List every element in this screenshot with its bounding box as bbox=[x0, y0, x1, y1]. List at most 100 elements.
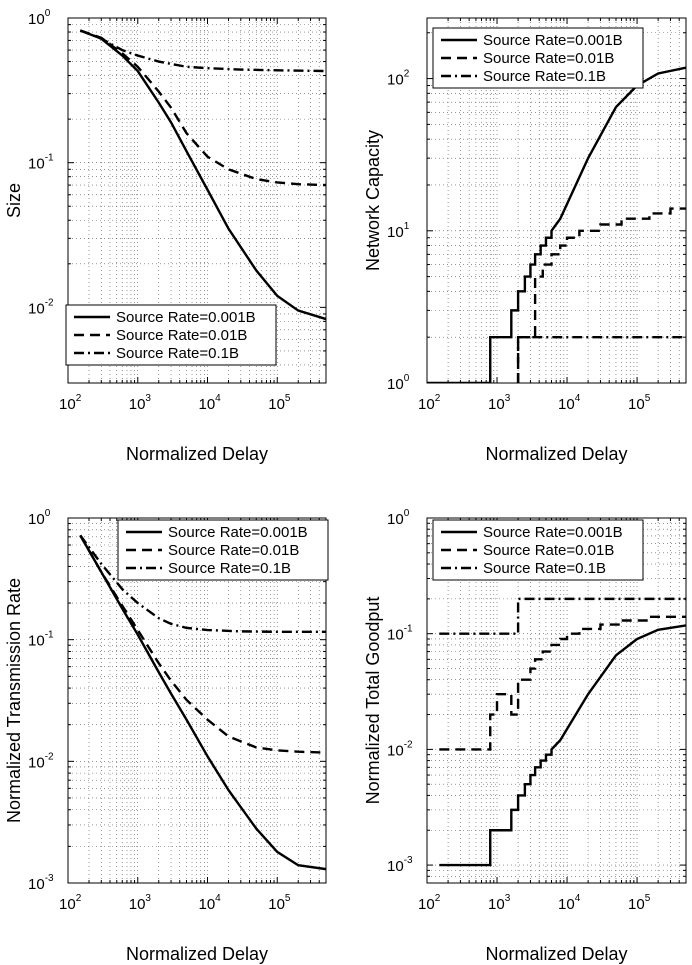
y-tick-base: 10 bbox=[387, 72, 404, 89]
x-tick-base: 10 bbox=[268, 396, 285, 413]
series-line-solid bbox=[439, 624, 686, 867]
x-tick-base: 10 bbox=[418, 896, 435, 913]
y-tick-base: 10 bbox=[387, 742, 404, 759]
legend-label: Source Rate=0.01B bbox=[483, 542, 614, 559]
x-tick-label: 102 bbox=[59, 893, 82, 913]
y-tick-label: 101 bbox=[387, 221, 410, 241]
y-tick-label: 102 bbox=[387, 69, 410, 89]
x-tick-label: 102 bbox=[59, 393, 82, 413]
y-axis-label: Normalized Transmission Rate bbox=[4, 578, 24, 823]
x-tick-base: 10 bbox=[198, 896, 215, 913]
y-tick-exponent: -2 bbox=[404, 739, 413, 750]
y-tick-label: 10-2 bbox=[387, 739, 413, 759]
x-tick-exponent: 4 bbox=[575, 893, 581, 904]
y-axis-label: Normalized Total Goodput bbox=[363, 597, 383, 805]
x-tick-base: 10 bbox=[268, 896, 285, 913]
x-tick-label: 103 bbox=[129, 893, 152, 913]
y-tick-label: 100 bbox=[387, 508, 410, 528]
y-tick-exponent: -1 bbox=[45, 153, 54, 164]
y-tick-base: 10 bbox=[387, 224, 404, 241]
series-line-dashdot bbox=[79, 534, 326, 634]
y-tick-exponent: 0 bbox=[45, 8, 51, 19]
legend-box bbox=[432, 27, 644, 89]
series-line-dashdot bbox=[79, 29, 326, 73]
series-line-dashed bbox=[439, 615, 686, 751]
x-tick-base: 10 bbox=[628, 396, 645, 413]
y-tick-label: 100 bbox=[28, 8, 51, 28]
x-tick-base: 10 bbox=[59, 896, 76, 913]
y-tick-exponent: -1 bbox=[404, 624, 413, 635]
x-tick-exponent: 5 bbox=[285, 893, 291, 904]
y-tick-base: 10 bbox=[28, 511, 45, 528]
x-tick-label: 102 bbox=[418, 893, 441, 913]
x-tick-label: 105 bbox=[268, 393, 291, 413]
x-tick-exponent: 4 bbox=[215, 893, 221, 904]
x-tick-label: 103 bbox=[488, 393, 511, 413]
y-tick-exponent: -2 bbox=[45, 751, 54, 762]
y-tick-exponent: -2 bbox=[45, 297, 54, 308]
x-tick-exponent: 5 bbox=[645, 393, 651, 404]
y-tick-exponent: -3 bbox=[404, 855, 413, 866]
x-tick-exponent: 4 bbox=[575, 393, 581, 404]
x-tick-label: 105 bbox=[268, 893, 291, 913]
legend-label: Source Rate=0.001B bbox=[168, 524, 308, 541]
y-tick-exponent: 0 bbox=[404, 508, 410, 519]
y-tick-exponent: 2 bbox=[404, 69, 410, 80]
x-tick-base: 10 bbox=[129, 896, 146, 913]
y-tick-base: 10 bbox=[28, 11, 45, 28]
x-tick-label: 104 bbox=[558, 393, 581, 413]
x-tick-exponent: 5 bbox=[285, 393, 291, 404]
x-axis-label: Normalized Delay bbox=[485, 444, 627, 464]
x-tick-label: 102 bbox=[418, 393, 441, 413]
y-axis-label: Size bbox=[4, 183, 24, 218]
y-tick-label: 10-2 bbox=[28, 297, 54, 317]
y-tick-exponent: -3 bbox=[45, 873, 54, 884]
y-tick-label: 100 bbox=[387, 373, 410, 393]
y-tick-label: 100 bbox=[28, 508, 51, 528]
y-tick-label: 10-2 bbox=[28, 751, 54, 771]
y-tick-base: 10 bbox=[387, 511, 404, 528]
y-tick-label: 10-3 bbox=[387, 855, 413, 875]
x-tick-base: 10 bbox=[488, 396, 505, 413]
y-tick-base: 10 bbox=[28, 156, 45, 173]
x-tick-exponent: 4 bbox=[215, 393, 221, 404]
legend-label: Source Rate=0.1B bbox=[116, 345, 239, 362]
legend-label: Source Rate=0.01B bbox=[483, 50, 614, 67]
series-line-dashdot bbox=[516, 335, 686, 383]
y-axis-label: Network Capacity bbox=[363, 130, 383, 271]
y-tick-exponent: 1 bbox=[404, 221, 410, 232]
y-tick-label: 10-1 bbox=[387, 624, 413, 644]
x-tick-exponent: 3 bbox=[145, 393, 151, 404]
x-tick-exponent: 2 bbox=[76, 893, 82, 904]
series-line-dashed bbox=[516, 207, 686, 383]
y-tick-base: 10 bbox=[387, 376, 404, 393]
series-line-dashed bbox=[79, 29, 326, 187]
y-tick-label: 10-3 bbox=[28, 873, 54, 893]
series-line-dashdot bbox=[439, 597, 686, 635]
legend-label: Source Rate=0.1B bbox=[483, 68, 606, 85]
x-tick-label: 104 bbox=[198, 393, 221, 413]
y-tick-exponent: 0 bbox=[45, 508, 51, 519]
legend-label: Source Rate=0.01B bbox=[116, 327, 247, 344]
y-tick-base: 10 bbox=[28, 876, 45, 893]
x-tick-base: 10 bbox=[558, 396, 575, 413]
x-tick-exponent: 5 bbox=[645, 893, 651, 904]
y-tick-base: 10 bbox=[28, 754, 45, 771]
x-tick-exponent: 2 bbox=[435, 393, 441, 404]
legend-label: Source Rate=0.1B bbox=[168, 560, 291, 577]
series-line-solid bbox=[79, 534, 326, 871]
legend-label: Source Rate=0.01B bbox=[168, 542, 299, 559]
series-line-dashed bbox=[79, 534, 326, 754]
x-tick-base: 10 bbox=[418, 396, 435, 413]
x-tick-label: 103 bbox=[129, 393, 152, 413]
y-tick-base: 10 bbox=[387, 858, 404, 875]
x-tick-exponent: 2 bbox=[435, 893, 441, 904]
legend-label: Source Rate=0.001B bbox=[116, 309, 256, 326]
